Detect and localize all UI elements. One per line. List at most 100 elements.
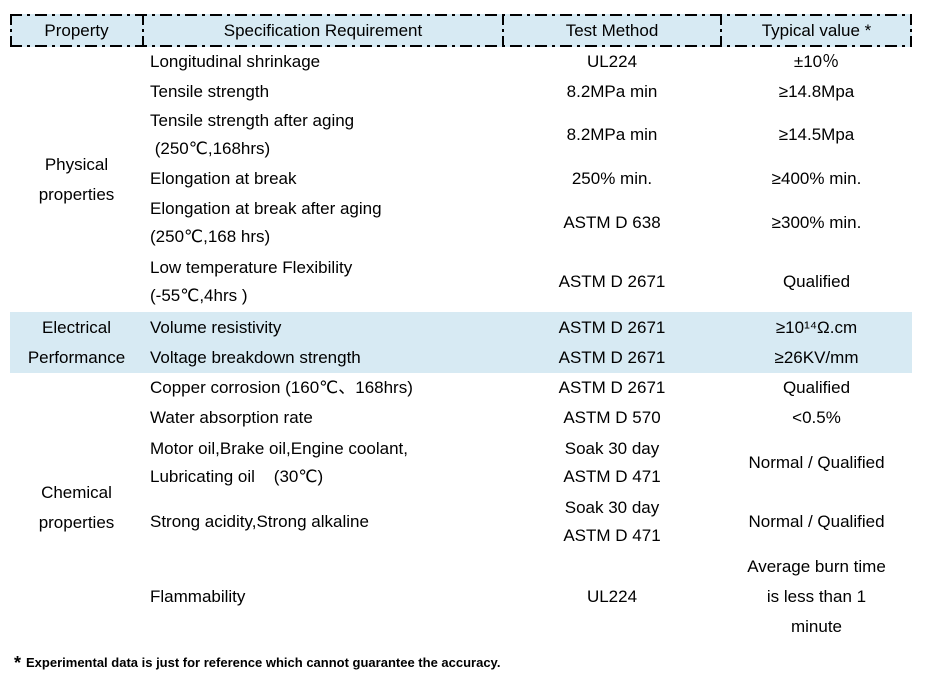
cell-line: Strong acidity,Strong alkaline	[150, 512, 369, 531]
cell-line: ASTM D 2671	[558, 317, 666, 337]
spec-cell: Longitudinal shrinkage	[143, 47, 503, 77]
cell-line: Lubricating oil (30℃)	[150, 466, 324, 486]
group-label-line: Chemical	[41, 482, 112, 502]
table-header: Property Specification Requirement Test …	[10, 14, 912, 47]
cell-line: Flammability	[150, 587, 246, 606]
cell-line: UL224	[586, 52, 638, 71]
cell-line: Copper corrosion (160℃、168hrs)	[150, 378, 413, 397]
spec-cell: Elongation at break after aging (250℃,16…	[143, 194, 503, 251]
cell-line: ±10％	[793, 52, 840, 71]
test-method-cell: ASTM D 2671	[503, 373, 721, 403]
col-header-property: Property	[10, 14, 143, 47]
typical-value-cell: Normal / Qualified	[721, 433, 912, 492]
table-row: Elongation at break after aging (250℃,16…	[10, 194, 912, 251]
spec-cell: Water absorption rate	[143, 403, 503, 433]
header-row: Property Specification Requirement Test …	[10, 14, 912, 47]
test-method-cell: 8.2MPa min	[503, 107, 721, 163]
group-physical-properties: Physical properties	[10, 47, 143, 312]
table-row-highlighted: Voltage breakdown strength ASTM D 2671 ≥…	[10, 343, 912, 373]
test-method-cell: 8.2MPa min	[503, 77, 721, 107]
spec-table: Property Specification Requirement Test …	[10, 14, 912, 642]
spec-cell: Copper corrosion (160℃、168hrs)	[143, 373, 503, 403]
col-header-specification: Specification Requirement	[143, 14, 503, 47]
cell-line: Qualified	[782, 271, 851, 291]
group-label-line: properties	[38, 512, 115, 532]
typical-value-cell: ≥300% min.	[721, 194, 912, 251]
cell-line: 8.2MPa min	[566, 125, 658, 144]
cell-line: Volume resistivity	[150, 317, 282, 337]
typical-value-cell: Qualified	[721, 251, 912, 312]
spec-cell: Tensile strength	[143, 77, 503, 107]
cell-line: 250% min.	[571, 168, 653, 188]
cell-line: Voltage breakdown strength	[150, 348, 361, 367]
test-method-cell: ASTM D 570	[503, 403, 721, 433]
col-header-test-method: Test Method	[503, 14, 721, 47]
typical-value-cell: <0.5%	[721, 403, 912, 433]
cell-line: Soak 30 day	[564, 498, 660, 517]
group-electrical-performance: Electrical Performance	[10, 312, 143, 373]
cell-line: Low temperature Flexibility	[150, 257, 353, 277]
typical-value-cell: Qualified	[721, 373, 912, 403]
spec-cell: Low temperature Flexibility (-55℃,4hrs )	[143, 251, 503, 312]
group-label-line: Physical	[44, 154, 109, 174]
cell-line: Longitudinal shrinkage	[150, 52, 321, 71]
table-row-highlighted: Electrical Performance Volume resistivit…	[10, 312, 912, 373]
cell-line: (250℃,168 hrs)	[150, 226, 271, 246]
typical-value-cell: ≥26KV/mm	[721, 343, 912, 373]
footnote: * Experimental data is just for reference…	[14, 653, 926, 674]
test-method-cell: Soak 30 day ASTM D 471	[503, 492, 721, 552]
table-row: Strong acidity,Strong alkaline Soak 30 d…	[10, 492, 912, 552]
cell-line: Elongation at break	[150, 168, 297, 188]
test-method-cell: ASTM D 2671	[503, 343, 721, 373]
cell-line: Water absorption rate	[150, 408, 313, 427]
spec-cell: Voltage breakdown strength	[143, 343, 503, 373]
test-method-cell: UL224	[503, 552, 721, 642]
test-method-cell: 250% min.	[503, 163, 721, 194]
footnote-asterisk: *	[14, 653, 22, 673]
cell-line: ≥400% min.	[771, 168, 862, 188]
cell-line: <0.5%	[792, 408, 841, 427]
cell-line: ≥14.8Mpa	[778, 82, 855, 101]
cell-line: ≥14.5Mpa	[778, 125, 855, 144]
cell-line: Average burn time	[747, 557, 886, 576]
cell-line: Qualified	[782, 378, 851, 397]
cell-line: is less than 1	[766, 587, 867, 606]
footnote-text: Experimental data is just for reference …	[26, 655, 501, 670]
spec-table-wrap: Property Specification Requirement Test …	[10, 14, 912, 642]
table-row: Water absorption rate ASTM D 570 <0.5%	[10, 403, 912, 433]
test-method-cell: ASTM D 638	[503, 194, 721, 251]
group-label-line: Performance	[27, 347, 126, 367]
cell-line: Normal / Qualified	[748, 452, 885, 472]
typical-value-cell: ±10％	[721, 47, 912, 77]
cell-line: Motor oil,Brake oil,Engine coolant,	[150, 438, 408, 458]
cell-line: ASTM D 2671	[558, 348, 666, 367]
cell-line: Normal / Qualified	[748, 512, 885, 531]
group-label-line: properties	[38, 184, 115, 204]
spec-cell: Tensile strength after aging (250℃,168hr…	[143, 107, 503, 163]
test-method-cell: UL224	[503, 47, 721, 77]
test-method-cell: Soak 30 day ASTM D 471	[503, 433, 721, 492]
cell-line: Tensile strength after aging	[150, 111, 355, 130]
cell-line: UL224	[586, 587, 638, 606]
cell-line: Soak 30 day	[564, 438, 660, 458]
cell-line: ASTM D 638	[563, 212, 661, 232]
cell-line: ≥26KV/mm	[774, 348, 859, 367]
typical-value-cell: ≥14.8Mpa	[721, 77, 912, 107]
cell-line: (-55℃,4hrs )	[150, 285, 248, 305]
table-row: Elongation at break 250% min. ≥400% min.	[10, 163, 912, 194]
cell-line: ≥10¹⁴Ω.cm	[775, 317, 858, 337]
cell-line: ASTM D 2671	[558, 271, 666, 291]
typical-value-cell: ≥400% min.	[721, 163, 912, 194]
test-method-cell: ASTM D 2671	[503, 251, 721, 312]
cell-line: ≥300% min.	[771, 212, 862, 232]
cell-line: Elongation at break after aging	[150, 198, 382, 218]
table-row: Tensile strength after aging (250℃,168hr…	[10, 107, 912, 163]
table-row: Low temperature Flexibility (-55℃,4hrs )…	[10, 251, 912, 312]
cell-line: ASTM D 2671	[558, 378, 666, 397]
spec-cell: Motor oil,Brake oil,Engine coolant, Lubr…	[143, 433, 503, 492]
table-row: Physical properties Longitudinal shrinka…	[10, 47, 912, 204]
group-chemical-properties: Chemical properties	[10, 373, 143, 642]
table-row: Flammability UL224 Average burn time is …	[10, 552, 912, 642]
cell-line: ASTM D 471	[563, 466, 661, 486]
test-method-cell: ASTM D 2671	[503, 312, 721, 343]
